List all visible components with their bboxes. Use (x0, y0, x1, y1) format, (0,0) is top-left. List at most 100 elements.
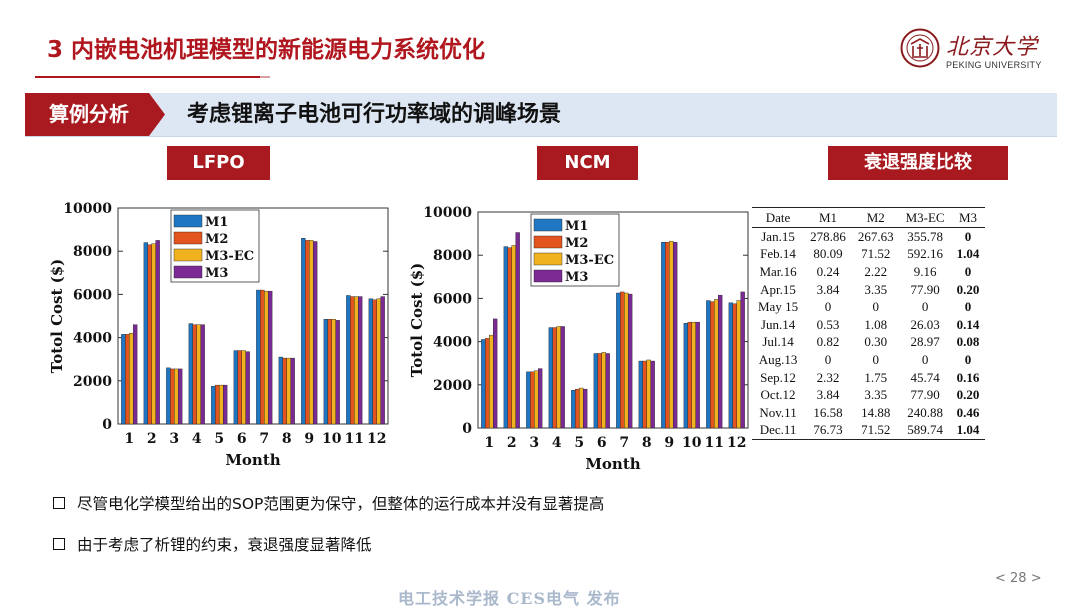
bar-m3-month-4 (200, 324, 205, 425)
bar-m1-month-2 (143, 242, 149, 425)
value-cell: 45.74 (910, 369, 940, 385)
col-header: M3 (950, 207, 986, 228)
bullet-text: 尽管电化学模型给出的SOP范围更为保守，但整体的运行成本并没有显著提高 (77, 495, 605, 513)
bar-m3-month-5 (222, 384, 228, 425)
value-cell: 0 (824, 299, 832, 315)
bar-m1-month-5 (211, 385, 216, 425)
bar-m3-month-8 (290, 357, 295, 425)
value-cell: 278.86 (810, 228, 846, 244)
value-cell: 0.16 (956, 369, 980, 385)
y-tick-label: 6000 (433, 291, 472, 307)
value-cell: 0 (921, 351, 929, 367)
table-row: Aug.13 0 0 0 0 (752, 351, 985, 369)
table-row: Oct.12 3.84 3.35 77.90 0.20 (752, 386, 985, 404)
value-cell: 2.32 (816, 369, 840, 385)
y-tick-label: 10000 (423, 205, 472, 221)
col-header: M2 (851, 207, 900, 228)
value-cell: 71.52 (851, 421, 900, 441)
bar-m1-month-9 (301, 238, 306, 425)
bar-m2-month-10 (687, 321, 692, 429)
page-title: 3 内嵌电池机理模型的新能源电力系统优化 (47, 37, 486, 63)
value-cell: 2.22 (864, 263, 888, 279)
seal-icon (900, 28, 940, 68)
value-cell: 355.78 (907, 228, 943, 244)
section-tag-label: 算例分析 (49, 102, 129, 126)
x-axis-label: Month (225, 451, 280, 469)
bar-m1-month-8 (638, 360, 644, 429)
chart-legend: M1 M2 M3-EC M3 (170, 209, 260, 283)
value-cell: 0 (921, 299, 929, 315)
x-tick-label: 9 (304, 431, 314, 447)
bar-m3-ec-month-4 (196, 324, 201, 425)
label-degradation: 衰退强度比较 (828, 146, 1008, 180)
value-cell: 592.16 (907, 246, 943, 262)
bar-m3-month-4 (560, 326, 565, 429)
bullet-square-icon (53, 537, 65, 550)
bar-m1-month-6 (593, 353, 599, 429)
bar-m1-month-10 (323, 319, 329, 425)
legend-swatch-m3-ec (173, 248, 203, 262)
bar-m2-month-8 (642, 360, 647, 429)
y-tick-label: 2000 (73, 374, 112, 390)
x-tick-label: 3 (169, 431, 179, 447)
date-cell: May 15 (758, 299, 799, 315)
y-tick-label: 2000 (433, 378, 472, 394)
bar-m1-month-12 (728, 302, 734, 429)
watermark: 电工技术学报 CES电气 发布 (398, 589, 621, 608)
y-tick-label: 8000 (73, 244, 112, 260)
bar-m3-month-6 (245, 351, 250, 425)
value-cell: 1.08 (864, 316, 888, 332)
value-cell: 240.88 (907, 404, 943, 420)
x-tick-label: 6 (597, 435, 607, 451)
bar-m3-month-10 (695, 321, 700, 429)
value-cell: 0 (964, 351, 972, 367)
title-underline (35, 76, 260, 78)
y-tick-label: 10000 (63, 201, 112, 217)
bar-m3-ec-month-10 (691, 321, 696, 429)
degradation-table: Date M1 M2 M3-EC M3 Jan.15 278.86 267.63 35… (752, 207, 986, 441)
bar-m1-month-3 (526, 371, 531, 429)
bar-m3-ec-month-4 (556, 326, 561, 429)
y-tick-label: 4000 (73, 331, 112, 347)
bar-m3-ec-month-6 (241, 350, 246, 425)
x-tick-label: 4 (552, 435, 562, 451)
bar-m3-ec-month-2 (151, 243, 156, 425)
date-cell: Jun.14 (760, 316, 796, 332)
legend-swatch-m3-ec (533, 252, 563, 266)
value-cell: 0.24 (816, 263, 840, 279)
value-cell: 0 (964, 263, 972, 279)
bullet-point: 由于考虑了析锂的约束，衰退强度显著降低 (53, 533, 372, 555)
date-cell: Feb.14 (760, 246, 796, 262)
value-cell: 0.53 (816, 316, 840, 332)
y-tick-label: 6000 (73, 287, 112, 303)
bar-m2-month-4 (552, 327, 557, 429)
bar-m2-month-12 (732, 303, 737, 429)
bar-m2-month-8 (282, 357, 287, 425)
bullet-text: 由于考虑了析锂的约束，衰退强度显著降低 (77, 536, 372, 554)
section-tag: 算例分析 (25, 93, 165, 136)
chart-legend: M1 M2 M3-EC M3 (530, 213, 620, 287)
bar-m3-ec-month-12 (736, 300, 741, 429)
bar-m3-month-12 (380, 296, 385, 425)
bar-m3-ec-month-3 (534, 370, 539, 429)
bar-m3-month-3 (177, 368, 183, 425)
col-header: Date (752, 207, 805, 228)
label-ncm: NCM (537, 146, 638, 180)
bar-m1-month-8 (278, 356, 284, 425)
bar-m1-month-11 (706, 300, 711, 429)
value-cell: 1.75 (864, 369, 888, 385)
legend-label: M3-EC (565, 253, 614, 268)
table-row: Sep.12 2.32 1.75 45.74 0.16 (752, 369, 985, 387)
bar-m2-month-7 (620, 291, 625, 429)
label-lfpo: LFPO (167, 146, 270, 180)
x-tick-label: 1 (484, 435, 494, 451)
date-cell: Mar.16 (759, 263, 797, 279)
bar-m2-month-5 (215, 384, 220, 425)
legend-label: M1 (565, 219, 588, 234)
date-cell: Sep.12 (760, 369, 796, 385)
bar-m3-month-7 (627, 293, 633, 429)
bullet-point: 尽管电化学模型给出的SOP范围更为保守，但整体的运行成本并没有显著提高 (53, 492, 604, 514)
value-cell: 0.46 (956, 404, 980, 420)
